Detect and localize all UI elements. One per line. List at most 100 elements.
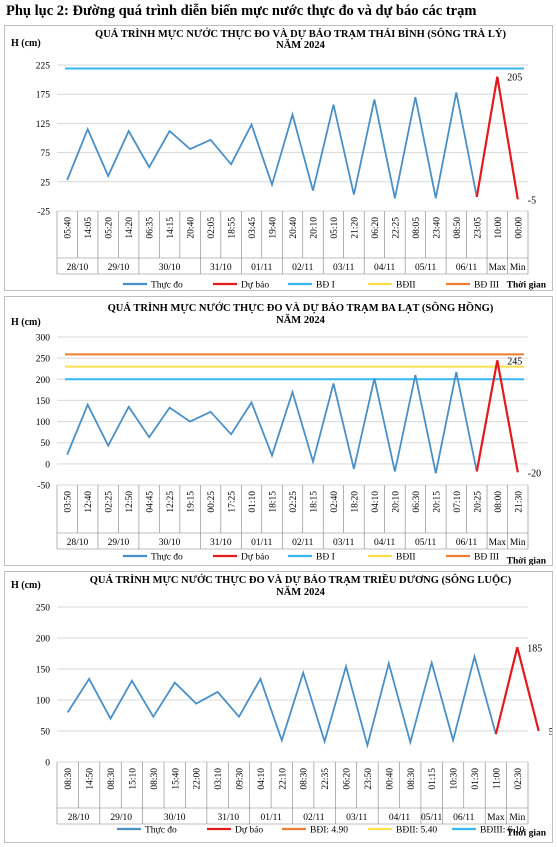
date-group-label: 02/11 bbox=[292, 263, 314, 273]
date-group-label: 05/11 bbox=[415, 263, 437, 273]
x-time-label: 23:50 bbox=[364, 768, 374, 790]
date-group-label: 29/10 bbox=[108, 263, 130, 273]
x-time-label: 04:10 bbox=[257, 768, 267, 790]
x-time-label: 23:40 bbox=[432, 217, 442, 239]
x-time-label: 22:35 bbox=[321, 768, 331, 790]
point-value-label: -5 bbox=[528, 195, 536, 206]
x-time-label: 06:30 bbox=[412, 491, 422, 513]
x-time-label: 20:40 bbox=[289, 217, 299, 239]
y-tick-label: 125 bbox=[36, 120, 51, 130]
chart-subtitle: NĂM 2024 bbox=[276, 39, 325, 51]
x-time-label: 10:00 bbox=[494, 217, 504, 239]
y-tick-label: 100 bbox=[36, 697, 51, 707]
y-tick-label: 225 bbox=[36, 62, 51, 72]
x-time-label: 11:00 bbox=[492, 768, 502, 790]
x-time-label: 20:25 bbox=[473, 491, 483, 513]
x-time-label: 03:45 bbox=[248, 217, 258, 239]
x-time-label: 08:50 bbox=[453, 217, 463, 239]
y-tick-label: 0 bbox=[45, 759, 50, 769]
x-time-label: 06:20 bbox=[371, 217, 381, 239]
point-value-label: 205 bbox=[507, 73, 522, 84]
x-time-label: 04:45 bbox=[146, 491, 156, 513]
date-group-label: Min bbox=[510, 263, 526, 273]
date-group-label: 01/11 bbox=[251, 538, 273, 548]
date-group-label: Max bbox=[487, 813, 505, 823]
date-group-label: 28/10 bbox=[67, 538, 89, 548]
legend-label: BĐIII: 6.10 bbox=[480, 826, 525, 836]
chart-panel-thai-binh: QUÁ TRÌNH MỰC NƯỚC THỰC ĐO VÀ DỰ BÁO TRẠ… bbox=[4, 25, 553, 291]
date-group-label: 03/11 bbox=[346, 813, 368, 823]
forecast-series-line bbox=[475, 360, 519, 473]
date-group-label: 30/10 bbox=[159, 263, 181, 273]
x-time-label: 04:10 bbox=[371, 491, 381, 513]
legend-label: Thực đo bbox=[151, 281, 183, 291]
x-time-label: 14:15 bbox=[166, 217, 176, 239]
x-time-label: 12:50 bbox=[125, 491, 135, 513]
x-time-label: 14:50 bbox=[86, 768, 96, 790]
y-tick-label: 100 bbox=[36, 418, 51, 428]
date-group-label: Max bbox=[489, 263, 507, 273]
x-axis-label: Thời gian bbox=[507, 557, 547, 566]
legend-label: BĐ III bbox=[474, 553, 499, 563]
chart-trieu-duong: QUÁ TRÌNH MỰC NƯỚC THỰC ĐO VÀ DỰ BÁO TRẠ… bbox=[11, 573, 552, 839]
date-group-label: 04/11 bbox=[374, 263, 396, 273]
y-tick-label: 175 bbox=[36, 91, 51, 101]
date-group-label: 03/11 bbox=[333, 538, 355, 548]
x-axis-label: Thời gian bbox=[507, 281, 547, 291]
chart-thai-binh: QUÁ TRÌNH MỰC NƯỚC THỰC ĐO VÀ DỰ BÁO TRẠ… bbox=[11, 27, 547, 291]
x-axis-label: Thời gian bbox=[507, 829, 547, 839]
date-group-label: 28/10 bbox=[68, 813, 90, 823]
x-time-label: 06:20 bbox=[343, 768, 353, 790]
y-axis-label: H (cm) bbox=[11, 38, 41, 49]
date-group-label: Max bbox=[489, 538, 507, 548]
x-time-label: 05:40 bbox=[64, 217, 74, 239]
x-time-label: 20:40 bbox=[187, 217, 197, 239]
point-value-label: 50 bbox=[549, 727, 552, 738]
date-group-label: 29/10 bbox=[108, 538, 130, 548]
y-tick-label: 150 bbox=[36, 397, 51, 407]
x-time-label: 15:40 bbox=[171, 768, 181, 790]
x-time-label: 05:20 bbox=[105, 217, 115, 239]
y-tick-label: 25 bbox=[41, 178, 51, 188]
x-time-label: 05:10 bbox=[330, 217, 340, 239]
x-time-label: 20:10 bbox=[309, 217, 319, 239]
date-group-label: 03/11 bbox=[333, 263, 355, 273]
x-time-label: 14:05 bbox=[84, 217, 94, 239]
date-group-label: 06/11 bbox=[453, 813, 475, 823]
y-tick-label: 75 bbox=[41, 149, 51, 159]
date-group-label: 05/11 bbox=[421, 813, 443, 823]
legend-label: Dự báo bbox=[241, 281, 269, 291]
date-group-label: 31/10 bbox=[210, 263, 232, 273]
forecast-series-line bbox=[494, 647, 540, 735]
x-time-label: 06:35 bbox=[146, 217, 156, 239]
x-time-label: 21:20 bbox=[350, 217, 360, 239]
x-time-label: 21:30 bbox=[514, 491, 524, 513]
x-time-label: 01:10 bbox=[248, 491, 258, 513]
y-axis-label: H (cm) bbox=[11, 580, 41, 591]
x-time-label: 18:15 bbox=[309, 491, 319, 513]
date-group-label: 04/11 bbox=[389, 813, 411, 823]
observed-series-line bbox=[66, 92, 478, 199]
x-time-label: 10:30 bbox=[450, 768, 460, 790]
date-group-label: 02/11 bbox=[292, 538, 314, 548]
x-time-label: 02:30 bbox=[514, 768, 524, 790]
x-time-label: 08:00 bbox=[494, 491, 504, 513]
chart-title: QUÁ TRÌNH MỰC NƯỚC THỰC ĐO VÀ DỰ BÁO TRẠ… bbox=[108, 301, 494, 314]
y-tick-label: 200 bbox=[36, 376, 51, 386]
x-time-label: 20:15 bbox=[432, 491, 442, 513]
x-time-label: 23:05 bbox=[473, 217, 483, 239]
legend-label: BĐI: 4.90 bbox=[310, 826, 348, 836]
x-time-label: 03:10 bbox=[214, 768, 224, 790]
chart-subtitle: NĂM 2024 bbox=[276, 314, 325, 326]
x-time-label: 08:30 bbox=[64, 768, 74, 790]
x-time-label: 19:15 bbox=[187, 491, 197, 513]
point-value-label: 185 bbox=[527, 643, 542, 654]
y-tick-label: 300 bbox=[36, 334, 51, 344]
date-group-label: 31/10 bbox=[217, 813, 239, 823]
date-group-label: 06/11 bbox=[456, 538, 478, 548]
legend-label: BĐ I bbox=[316, 553, 335, 563]
x-time-label: 18:55 bbox=[228, 217, 238, 239]
point-value-label: -20 bbox=[528, 468, 541, 479]
legend-label: Dự báo bbox=[235, 826, 263, 836]
y-tick-label: -50 bbox=[37, 482, 50, 492]
